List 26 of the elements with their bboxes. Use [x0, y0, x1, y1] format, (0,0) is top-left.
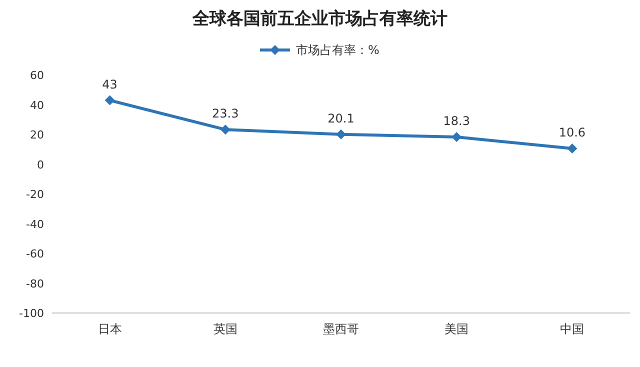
- x-tick-label: 美国: [444, 322, 469, 336]
- x-tick-label: 中国: [560, 322, 584, 336]
- point: [452, 132, 462, 142]
- y-tick-label: -40: [26, 218, 44, 231]
- legend-label: 市场占有率：%: [296, 43, 380, 57]
- data-label: 43: [102, 77, 118, 92]
- x-tick-label: 英国: [213, 322, 238, 336]
- data-label: 23.3: [212, 106, 239, 121]
- y-tick-label: 40: [30, 98, 44, 112]
- point: [567, 143, 578, 154]
- point: [104, 95, 115, 106]
- chart-title: 全球各国前五企业市场占有率统计: [192, 9, 448, 29]
- y-tick-label: 60: [30, 69, 44, 82]
- y-tick-label: 0: [37, 158, 44, 172]
- y-tick-label: -60: [26, 248, 44, 260]
- data-label: 10.6: [558, 125, 586, 140]
- point: [220, 124, 230, 135]
- data-label: 20.1: [328, 111, 354, 126]
- y-tick-label: -100: [19, 307, 44, 320]
- y-tick-label: -20: [26, 188, 44, 201]
- data-label: 18.3: [443, 114, 470, 128]
- point: [336, 129, 346, 140]
- x-tick-label: 墨西哥: [323, 322, 359, 336]
- y-tick-label: 20: [30, 128, 44, 142]
- x-tick-label: 日本: [98, 322, 122, 336]
- y-tick-label: -80: [26, 277, 44, 290]
